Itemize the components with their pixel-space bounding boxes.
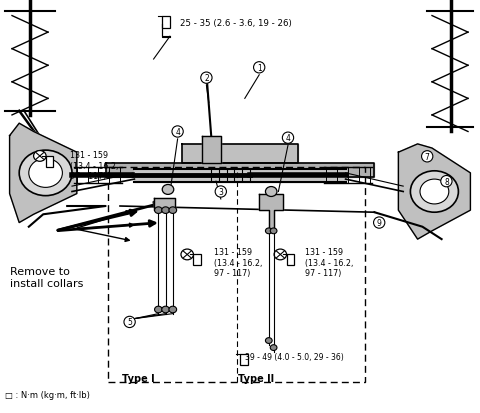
Bar (46, 157, 53, 167)
Text: 1: 1 (257, 64, 262, 73)
Text: Type II: Type II (238, 373, 274, 383)
Text: 3: 3 (218, 188, 223, 197)
Text: 39 - 49 (4.0 - 5.0, 29 - 36): 39 - 49 (4.0 - 5.0, 29 - 36) (245, 352, 344, 361)
Circle shape (169, 207, 177, 214)
Text: 7: 7 (425, 152, 430, 161)
Circle shape (270, 345, 277, 351)
Circle shape (155, 207, 162, 214)
Circle shape (265, 338, 272, 344)
Text: Remove to
install collars: Remove to install collars (10, 266, 83, 288)
Circle shape (29, 159, 62, 188)
Text: 131 - 159
(13.4 - 16.2,
97 - 117): 131 - 159 (13.4 - 16.2, 97 - 117) (214, 248, 262, 278)
Circle shape (162, 207, 169, 214)
Text: □ : N·m (kg·m, ft·lb): □ : N·m (kg·m, ft·lb) (5, 390, 90, 399)
Text: 4: 4 (286, 134, 290, 143)
Polygon shape (154, 198, 175, 211)
Bar (162, 17, 170, 29)
Polygon shape (106, 163, 374, 178)
Circle shape (410, 171, 458, 213)
Circle shape (155, 306, 162, 313)
Polygon shape (259, 194, 283, 231)
Polygon shape (202, 136, 221, 163)
Bar (287, 255, 294, 266)
Circle shape (265, 228, 272, 234)
Circle shape (169, 306, 177, 313)
Polygon shape (134, 169, 346, 183)
Circle shape (420, 180, 449, 204)
Circle shape (181, 249, 193, 260)
Text: 9: 9 (377, 218, 382, 228)
Circle shape (19, 151, 72, 196)
Polygon shape (398, 145, 470, 240)
Circle shape (34, 151, 46, 162)
Bar (193, 255, 201, 266)
Circle shape (162, 185, 174, 195)
Text: 2: 2 (204, 74, 209, 83)
Bar (240, 354, 248, 365)
Text: 5: 5 (127, 318, 132, 327)
Circle shape (274, 249, 287, 260)
Bar (108, 167, 365, 382)
Polygon shape (10, 124, 77, 223)
Circle shape (270, 228, 277, 234)
Text: Type I: Type I (122, 373, 155, 383)
Text: 25 - 35 (2.6 - 3.6, 19 - 26): 25 - 35 (2.6 - 3.6, 19 - 26) (180, 19, 292, 28)
Polygon shape (182, 145, 298, 163)
Text: 8: 8 (444, 177, 449, 186)
Circle shape (162, 306, 169, 313)
Text: 4: 4 (175, 128, 180, 137)
Circle shape (265, 187, 277, 197)
Text: 131 - 159
(13.4 - 16.2,
97 - 117): 131 - 159 (13.4 - 16.2, 97 - 117) (70, 151, 118, 180)
Text: 131 - 159
(13.4 - 16.2,
97 - 117): 131 - 159 (13.4 - 16.2, 97 - 117) (305, 248, 353, 278)
